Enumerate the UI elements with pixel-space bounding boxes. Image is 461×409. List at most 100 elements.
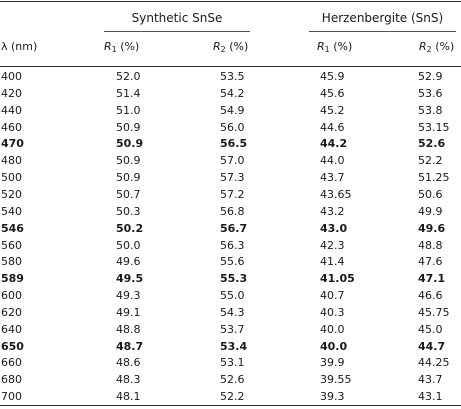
herzenbergite-r2-cell: 52.6 [418, 137, 446, 151]
synthetic-r1-cell: 50.7 [116, 187, 141, 201]
synthetic-r1-cell: 51.0 [116, 103, 141, 117]
table-row: 660 48.6 53.1 39.9 44.25 [0, 354, 461, 371]
synthetic-r1-cell: 50.9 [116, 154, 141, 168]
herzenbergite-r2-cell: 51.25 [418, 171, 450, 185]
wavelength-cell: 400 [1, 70, 22, 83]
table-row: 480 50.9 57.0 44.0 52.2 [0, 152, 461, 169]
herzenbergite-r2-cell: 52.2 [418, 154, 443, 168]
synthetic-r2-cell: 52.2 [220, 390, 245, 404]
synthetic-r2-cell: 55.3 [220, 272, 248, 286]
table-row: 540 50.3 56.8 43.2 49.9 [0, 203, 461, 220]
table-bottom-rule [0, 405, 461, 406]
synthetic-r1-cell: 50.0 [116, 238, 141, 252]
synthetic-r1-cell: 48.1 [116, 390, 141, 404]
synthetic-r2-cell: 57.0 [220, 154, 245, 168]
column-header-wavelength: λ (nm) [1, 40, 38, 53]
r-symbol: R [104, 40, 112, 53]
synthetic-r2-cell: 56.0 [220, 120, 245, 134]
herzenbergite-r1-cell: 44.6 [320, 120, 345, 134]
unit-label: (%) [225, 40, 249, 53]
wavelength-cell: 680 [1, 373, 22, 387]
synthetic-r2-cell: 54.2 [220, 86, 245, 100]
synthetic-r1-cell: 48.3 [116, 373, 141, 387]
wavelength-cell: 440 [1, 103, 22, 117]
wavelength-cell: 640 [1, 322, 22, 336]
synthetic-r2-cell: 53.5 [220, 70, 245, 83]
wavelength-cell: 580 [1, 255, 22, 269]
column-header-synthetic-r1: R1 (%) [104, 40, 139, 56]
herzenbergite-r2-cell: 45.0 [418, 322, 443, 336]
synthetic-r1-cell: 50.9 [116, 120, 141, 134]
r-subscript: 2 [220, 45, 226, 54]
herzenbergite-r1-cell: 45.6 [320, 86, 345, 100]
table-row: 460 50.9 56.0 44.6 53.15 [0, 119, 461, 136]
wavelength-cell: 650 [1, 339, 24, 353]
wavelength-cell: 589 [1, 272, 24, 286]
header-rule [0, 66, 461, 67]
group-rule-synthetic [104, 31, 250, 32]
group-rule-herzenbergite [309, 31, 456, 32]
synthetic-r2-cell: 53.1 [220, 356, 245, 370]
table-row: 589 49.5 55.3 41.05 47.1 [0, 270, 461, 287]
herzenbergite-r1-cell: 43.65 [320, 187, 352, 201]
herzenbergite-r1-cell: 40.0 [320, 322, 345, 336]
synthetic-r2-cell: 56.3 [220, 238, 245, 252]
table-row: 560 50.0 56.3 42.3 48.8 [0, 237, 461, 254]
wavelength-cell: 460 [1, 120, 22, 134]
unit-label: (%) [329, 40, 353, 53]
synthetic-r2-cell: 56.5 [220, 137, 248, 151]
synthetic-r1-cell: 51.4 [116, 86, 141, 100]
herzenbergite-r2-cell: 44.25 [418, 356, 450, 370]
herzenbergite-r1-cell: 39.9 [320, 356, 345, 370]
table-row: 440 51.0 54.9 45.2 53.8 [0, 102, 461, 119]
table-top-rule [0, 1, 461, 2]
synthetic-r1-cell: 50.3 [116, 204, 141, 218]
synthetic-r2-cell: 54.9 [220, 103, 245, 117]
herzenbergite-r2-cell: 53.8 [418, 103, 443, 117]
r-subscript: 1 [324, 45, 330, 54]
unit-label: (%) [116, 40, 140, 53]
synthetic-r1-cell: 49.3 [116, 289, 141, 303]
table-row: 400 52.0 53.5 45.9 52.9 [0, 68, 461, 85]
wavelength-cell: 500 [1, 171, 22, 185]
synthetic-r2-cell: 53.4 [220, 339, 248, 353]
synthetic-r1-cell: 50.9 [116, 137, 144, 151]
herzenbergite-r2-cell: 44.7 [418, 339, 446, 353]
table-row: 420 51.4 54.2 45.6 53.6 [0, 85, 461, 102]
wavelength-cell: 620 [1, 305, 22, 319]
synthetic-r2-cell: 57.3 [220, 171, 245, 185]
herzenbergite-r1-cell: 40.7 [320, 289, 345, 303]
synthetic-r2-cell: 55.6 [220, 255, 245, 269]
herzenbergite-r2-cell: 50.6 [418, 187, 443, 201]
herzenbergite-r1-cell: 42.3 [320, 238, 345, 252]
column-header-herzenbergite-r2: R2 (%) [419, 40, 454, 56]
wavelength-cell: 600 [1, 289, 22, 303]
herzenbergite-r2-cell: 48.8 [418, 238, 443, 252]
table-row: 500 50.9 57.3 43.7 51.25 [0, 169, 461, 186]
herzenbergite-r1-cell: 45.2 [320, 103, 345, 117]
herzenbergite-r2-cell: 47.6 [418, 255, 443, 269]
table-row: 600 49.3 55.0 40.7 46.6 [0, 287, 461, 304]
group-header-synthetic-snse: Synthetic SnSe [131, 11, 223, 25]
synthetic-r2-cell: 55.0 [220, 289, 245, 303]
synthetic-r1-cell: 49.5 [116, 272, 144, 286]
herzenbergite-r1-cell: 45.9 [320, 70, 345, 83]
herzenbergite-r2-cell: 53.15 [418, 120, 450, 134]
synthetic-r1-cell: 50.2 [116, 221, 144, 235]
herzenbergite-r2-cell: 43.7 [418, 373, 443, 387]
synthetic-r2-cell: 52.6 [220, 373, 245, 387]
synthetic-r1-cell: 48.6 [116, 356, 141, 370]
table-row: 520 50.7 57.2 43.65 50.6 [0, 186, 461, 203]
wavelength-cell: 470 [1, 137, 24, 151]
herzenbergite-r1-cell: 43.0 [320, 221, 348, 235]
column-header-synthetic-r2: R2 (%) [213, 40, 248, 56]
synthetic-r2-cell: 54.3 [220, 305, 245, 319]
table-row: 546 50.2 56.7 43.0 49.6 [0, 220, 461, 237]
herzenbergite-r1-cell: 40.0 [320, 339, 348, 353]
herzenbergite-r1-cell: 44.2 [320, 137, 348, 151]
r-subscript: 1 [111, 45, 117, 54]
r-subscript: 2 [426, 45, 432, 54]
synthetic-r1-cell: 50.9 [116, 171, 141, 185]
herzenbergite-r2-cell: 43.1 [418, 390, 443, 404]
